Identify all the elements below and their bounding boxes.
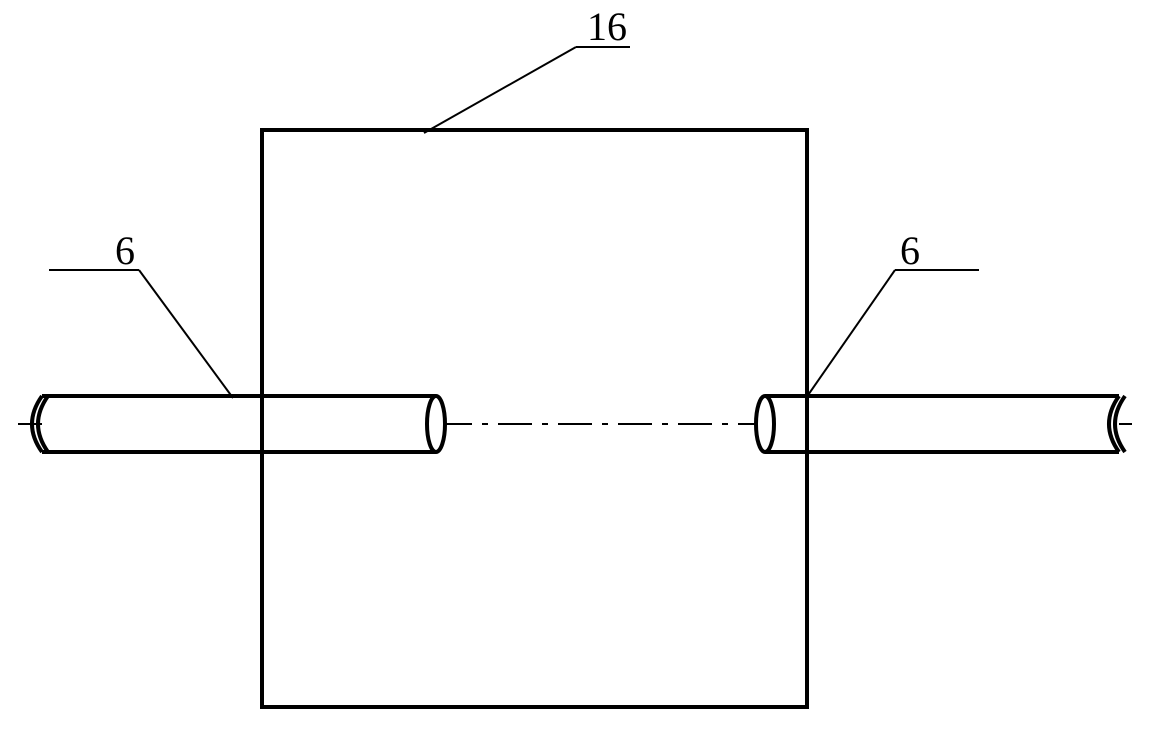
label-16: 16 [587, 4, 627, 49]
label-6-left: 6 [115, 228, 135, 273]
label-6-right: 6 [900, 228, 920, 273]
cylinder-left [32, 396, 445, 452]
cylinder-right [756, 396, 1125, 452]
canvas-bg [0, 0, 1149, 754]
